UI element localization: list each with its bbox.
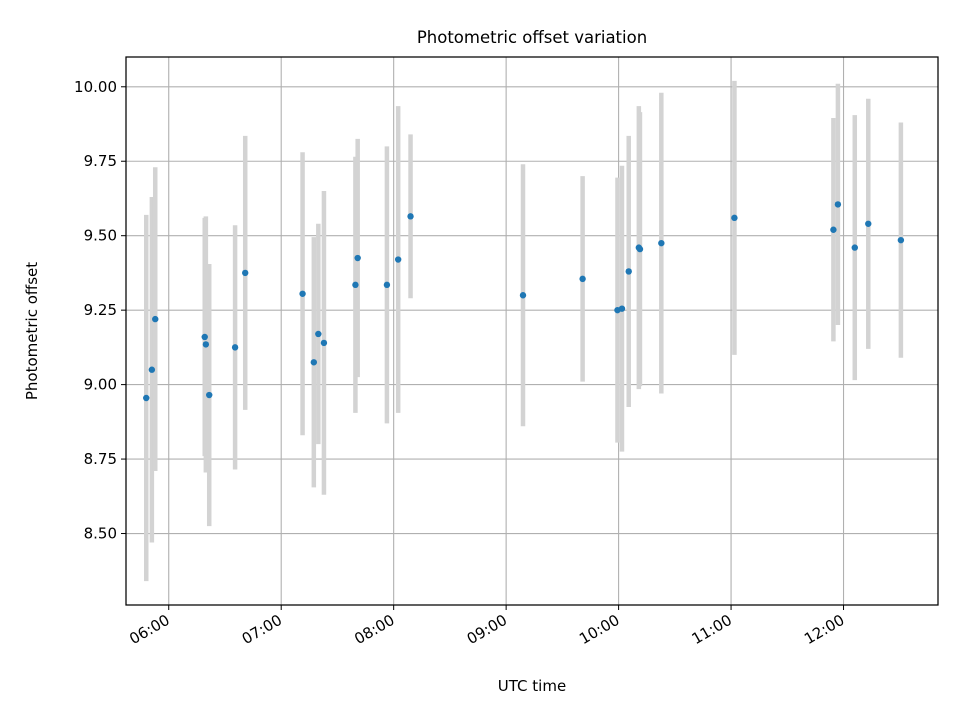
data-point [830,226,837,233]
data-point [354,254,361,262]
chart-title: Photometric offset variation [417,28,647,47]
data-point [352,281,359,289]
y-tick-label: 8.50 [84,525,117,543]
data-point [315,330,322,338]
y-axis-label: Photometric offset [23,262,41,400]
data-point [618,305,626,312]
data-point [231,344,239,351]
data-point [201,333,208,341]
data-point [636,245,644,253]
data-point [148,366,156,373]
data-point [407,213,414,220]
data-point [851,244,858,251]
y-tick-label: 8.75 [84,450,117,468]
data-point [320,339,328,347]
data-point [299,290,306,297]
data-point [383,281,391,289]
x-axis-label: UTC time [498,677,566,695]
data-point [865,220,872,227]
data-point [658,239,665,247]
y-tick-label: 9.50 [84,227,117,245]
data-point [731,214,738,222]
data-point [152,315,159,323]
data-point [394,256,402,263]
y-tick-label: 9.75 [84,152,117,170]
y-tick-label: 9.00 [84,376,117,394]
grid [126,57,938,605]
data-point [202,341,210,348]
data-point [519,292,527,299]
data-point [242,269,249,277]
plot-frame [125,56,939,606]
data-point [579,275,586,283]
data-point [143,394,150,402]
data-point [310,359,318,366]
y-axis-ticks: 8.50 8.75 9.00 9.25 9.50 9.75 10.00 [74,78,126,543]
y-tick-label: 10.00 [74,78,117,96]
data-points [143,201,905,402]
y-tick-label: 9.25 [84,301,117,319]
data-point [625,268,632,275]
data-point [206,391,213,399]
data-point [834,201,842,208]
data-point [897,236,905,244]
